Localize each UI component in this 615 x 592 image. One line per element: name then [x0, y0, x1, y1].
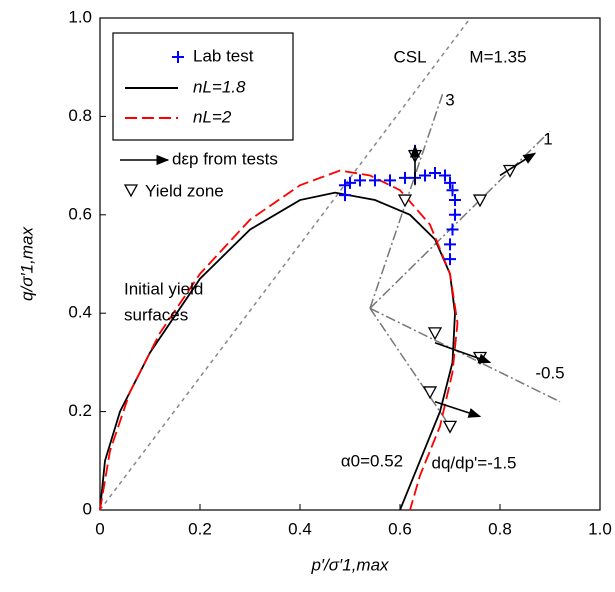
yield-zone-marker [422, 386, 438, 400]
y-tick-label: 0.8 [68, 106, 92, 125]
y-tick-label: 1.0 [68, 7, 92, 26]
y-axis-label: q/σ′1,max [17, 227, 36, 301]
strain-arrow [434, 400, 482, 418]
strain-arrow [499, 152, 537, 177]
legend-box [112, 32, 294, 141]
stress-path-label: 3 [445, 90, 454, 109]
yield-zone-marker [442, 420, 458, 434]
legend-label: dεp from tests [172, 149, 278, 168]
x-tick-label: 1.0 [588, 519, 612, 538]
csl-slope-label: M=1.35 [469, 47, 526, 66]
x-tick-label: 0.2 [188, 519, 212, 538]
yield-zone-marker [472, 194, 488, 208]
lab-point [446, 223, 459, 236]
legend-label: Lab test [193, 46, 254, 65]
legend-label: nL=2 [193, 107, 232, 126]
stress-path-label: dq/dp'=-1.5 [431, 453, 516, 472]
lab-point [344, 176, 356, 189]
lab-point [444, 253, 456, 266]
lab-point [354, 174, 366, 187]
x-tick-label: 0.4 [288, 519, 312, 538]
lab-point [419, 169, 431, 182]
x-tick-label: 0.6 [388, 519, 412, 538]
lab-point [444, 238, 456, 251]
legend-label: nL=1.8 [193, 77, 246, 96]
stress-path [369, 307, 561, 403]
stress-path-label: -0.5 [535, 363, 564, 382]
strain-arrow [434, 341, 492, 364]
y-tick-label: 0.4 [68, 303, 92, 322]
plot-frame [99, 17, 601, 511]
lab-point [439, 169, 451, 182]
stress-path-label: 1 [543, 129, 552, 148]
yield-zone-marker [427, 327, 443, 341]
csl-line [99, 17, 471, 511]
legend-marker [123, 184, 139, 198]
yield-surface [99, 169, 459, 511]
annotation: α0=0.52 [341, 451, 403, 470]
y-tick-label: 0.6 [68, 204, 92, 223]
legend-marker [172, 51, 184, 63]
annotation: surfaces [124, 305, 188, 324]
stress-path [369, 307, 451, 427]
lab-point [444, 176, 456, 189]
x-tick-label: 0.8 [488, 519, 512, 538]
lab-point [449, 194, 461, 207]
x-tick-label: 0 [95, 519, 104, 538]
x-axis-label: p′/σ′1,max [310, 555, 389, 574]
lab-point [429, 166, 441, 179]
csl-label: CSL [393, 47, 426, 66]
lab-point [446, 184, 459, 197]
annotation: Initial yield [124, 279, 203, 298]
y-tick-label: 0.2 [68, 401, 92, 420]
lab-point [384, 174, 396, 187]
lab-point [449, 208, 461, 221]
stress-path [369, 130, 551, 309]
y-tick-label: 0 [83, 499, 92, 518]
lab-point [369, 174, 381, 187]
legend-label: Yield zone [145, 181, 224, 200]
yield-zone-marker [397, 194, 413, 208]
